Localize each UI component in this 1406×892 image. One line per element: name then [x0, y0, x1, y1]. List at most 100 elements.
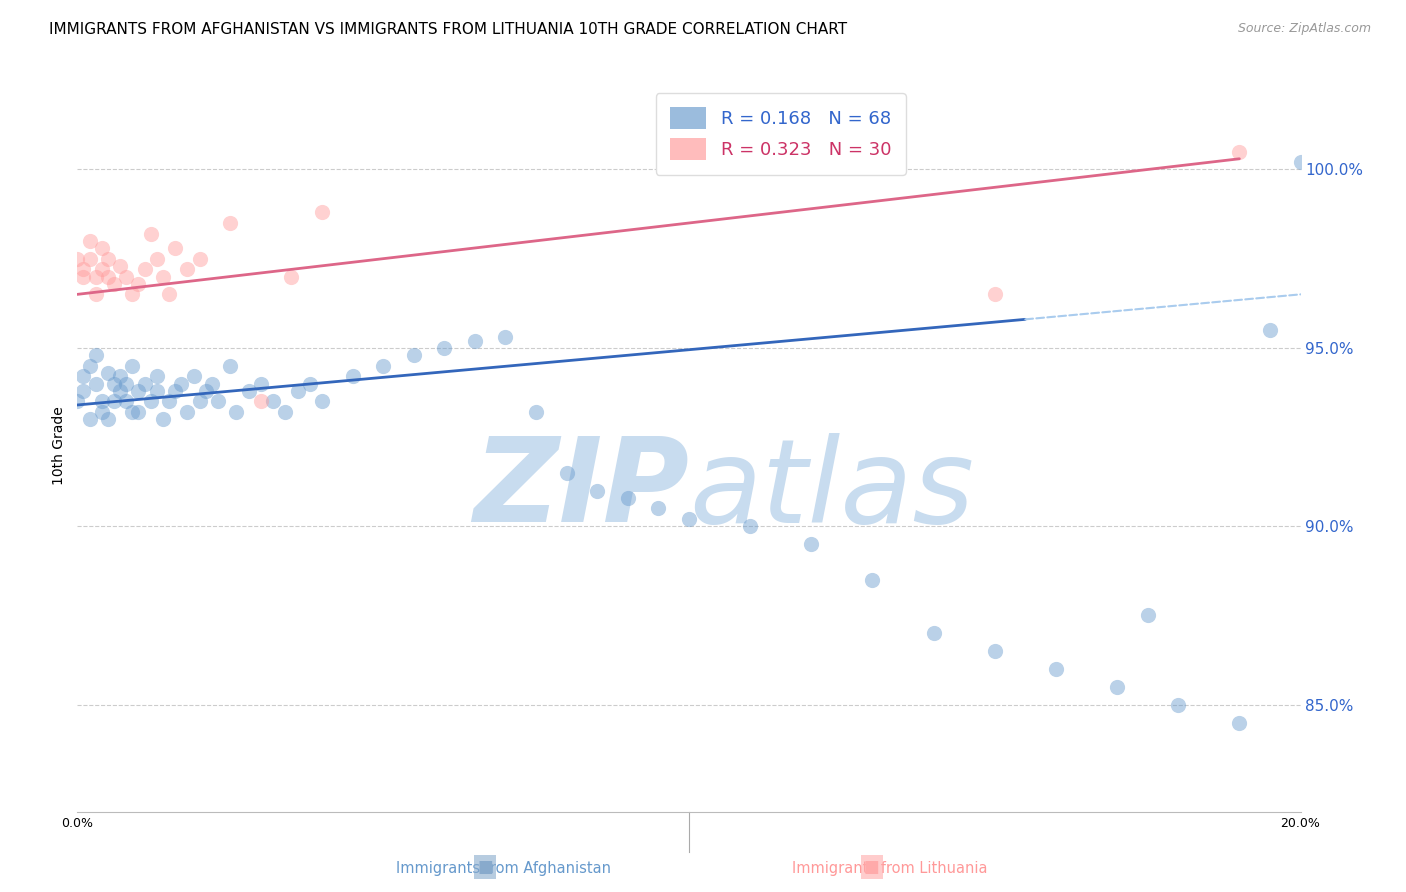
- Text: ZIP: ZIP: [472, 433, 689, 548]
- Point: [165, 384, 187, 398]
- Point: [72, 384, 94, 398]
- Text: Source: ZipAtlas.com: Source: ZipAtlas.com: [1237, 22, 1371, 36]
- Point: [84, 287, 107, 301]
- Point: [402, 348, 425, 362]
- Text: ■: ■: [863, 858, 880, 876]
- Point: [298, 376, 321, 391]
- Point: [134, 262, 156, 277]
- Point: [115, 376, 138, 391]
- Point: [188, 394, 211, 409]
- Point: [139, 394, 162, 409]
- Point: [108, 369, 131, 384]
- Point: [225, 405, 247, 419]
- Text: atlas: atlas: [689, 433, 974, 547]
- Point: [287, 384, 309, 398]
- Point: [464, 334, 486, 348]
- Point: [311, 205, 333, 219]
- Legend: R = 0.168   N = 68, R = 0.323   N = 30: R = 0.168 N = 68, R = 0.323 N = 30: [655, 93, 905, 175]
- Point: [84, 348, 107, 362]
- Point: [1045, 662, 1067, 676]
- Point: [103, 394, 125, 409]
- Point: [207, 394, 229, 409]
- Point: [1107, 680, 1129, 694]
- Point: [152, 269, 174, 284]
- Point: [524, 405, 547, 419]
- Point: [121, 359, 143, 373]
- Point: [311, 394, 333, 409]
- Point: [1229, 145, 1251, 159]
- Point: [984, 644, 1007, 658]
- Point: [90, 394, 112, 409]
- Point: [115, 394, 138, 409]
- Point: [647, 501, 669, 516]
- Point: [188, 252, 211, 266]
- Point: [128, 384, 150, 398]
- Point: [262, 394, 284, 409]
- Point: [238, 384, 260, 398]
- Point: [103, 277, 125, 291]
- Point: [128, 405, 150, 419]
- Point: [146, 252, 169, 266]
- Point: [66, 252, 89, 266]
- Point: [165, 241, 187, 255]
- Point: [66, 394, 89, 409]
- Point: [984, 287, 1007, 301]
- Point: [139, 227, 162, 241]
- Text: IMMIGRANTS FROM AFGHANISTAN VS IMMIGRANTS FROM LITHUANIA 10TH GRADE CORRELATION : IMMIGRANTS FROM AFGHANISTAN VS IMMIGRANT…: [49, 22, 848, 37]
- Point: [862, 573, 884, 587]
- Point: [121, 287, 143, 301]
- Text: Immigrants from Afghanistan: Immigrants from Afghanistan: [359, 861, 612, 876]
- Point: [250, 394, 273, 409]
- Point: [1258, 323, 1281, 337]
- Point: [176, 405, 198, 419]
- Point: [678, 512, 700, 526]
- Point: [157, 287, 180, 301]
- Point: [183, 369, 205, 384]
- Point: [79, 359, 101, 373]
- Point: [72, 262, 94, 277]
- Point: [128, 277, 150, 291]
- Point: [72, 369, 94, 384]
- Point: [176, 262, 198, 277]
- Point: [157, 394, 180, 409]
- Point: [79, 234, 101, 248]
- Point: [90, 241, 112, 255]
- Point: [170, 376, 193, 391]
- Point: [90, 405, 112, 419]
- Text: Immigrants from Lithuania: Immigrants from Lithuania: [755, 861, 988, 876]
- Point: [586, 483, 609, 498]
- Point: [84, 269, 107, 284]
- Point: [108, 259, 131, 273]
- Point: [79, 412, 101, 426]
- Point: [194, 384, 217, 398]
- Point: [433, 341, 456, 355]
- Point: [800, 537, 823, 551]
- Point: [97, 412, 120, 426]
- Point: [617, 491, 640, 505]
- Point: [72, 269, 94, 284]
- Point: [108, 384, 131, 398]
- Point: [90, 262, 112, 277]
- Point: [280, 269, 302, 284]
- Point: [555, 466, 578, 480]
- Point: [201, 376, 224, 391]
- Point: [84, 376, 107, 391]
- Point: [115, 269, 138, 284]
- Point: [146, 369, 169, 384]
- Point: [495, 330, 517, 344]
- Point: [371, 359, 394, 373]
- Point: [922, 626, 945, 640]
- Text: ■: ■: [477, 858, 494, 876]
- Point: [1229, 715, 1251, 730]
- Point: [250, 376, 273, 391]
- Point: [79, 252, 101, 266]
- Point: [1136, 608, 1159, 623]
- Y-axis label: 10th Grade: 10th Grade: [52, 407, 66, 485]
- Point: [121, 405, 143, 419]
- Point: [97, 252, 120, 266]
- Point: [1167, 698, 1189, 712]
- Point: [146, 384, 169, 398]
- Point: [342, 369, 364, 384]
- Point: [219, 359, 242, 373]
- Point: [103, 376, 125, 391]
